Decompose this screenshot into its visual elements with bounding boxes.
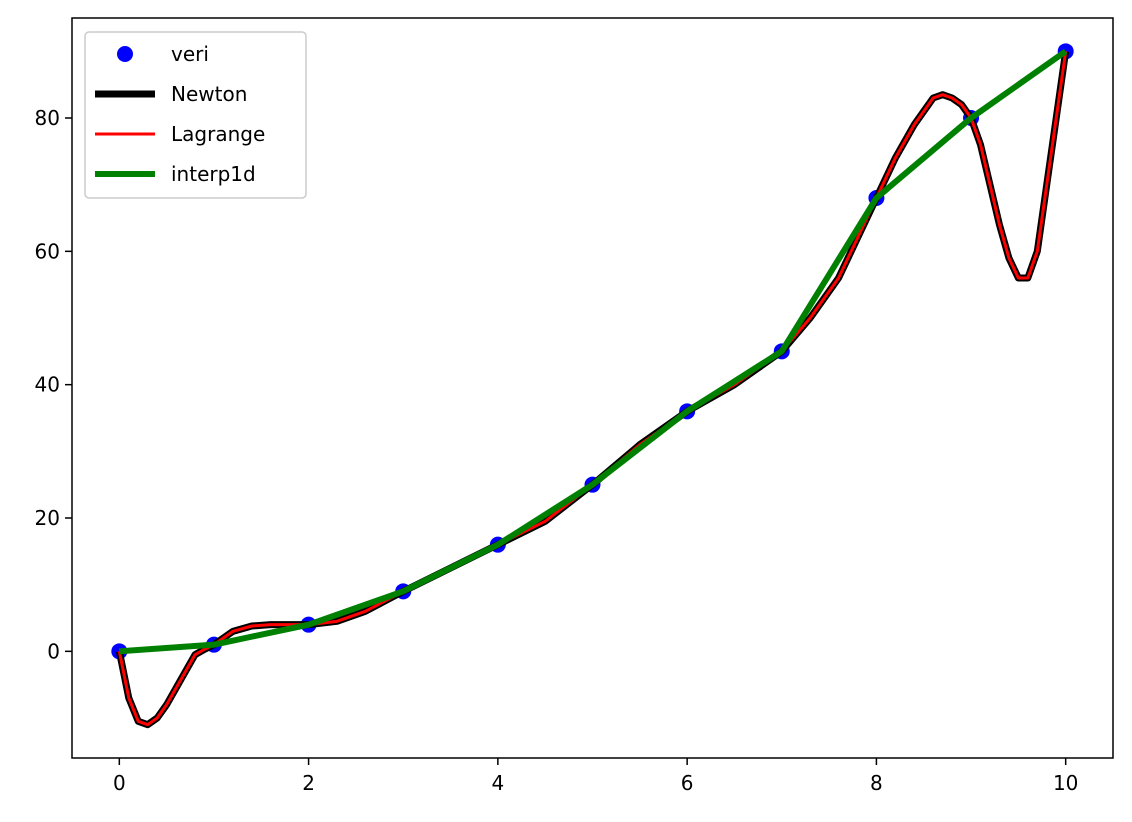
legend-label-veri: veri [171,42,209,66]
y-tick-label: 0 [47,639,60,663]
legend-label-newton: Newton [171,82,247,106]
legend-label-lagrange: Lagrange [171,122,265,146]
legend-box [84,31,307,199]
x-tick-label: 8 [870,771,883,795]
axes-layer: 0 2 4 6 8 10 0 20 40 60 80 [35,17,1114,795]
x-tick-label: 4 [491,771,504,795]
x-tick-label: 2 [302,771,315,795]
legend: veri Newton Lagrange interp1d [84,31,307,199]
plot-frame [71,17,1114,759]
y-tick-label: 80 [35,106,60,130]
series-layer [111,43,1074,729]
y-tick-label: 20 [35,506,60,530]
series-line-interp1d [119,48,1068,655]
x-tick-label: 10 [1053,771,1078,795]
legend-marker-veri [117,46,133,62]
legend-label-interp1d: interp1d [171,162,256,186]
x-tick-label: 0 [113,771,126,795]
y-tick-label: 40 [35,373,60,397]
y-tick-label: 60 [35,239,60,263]
x-tick-label: 6 [681,771,694,795]
